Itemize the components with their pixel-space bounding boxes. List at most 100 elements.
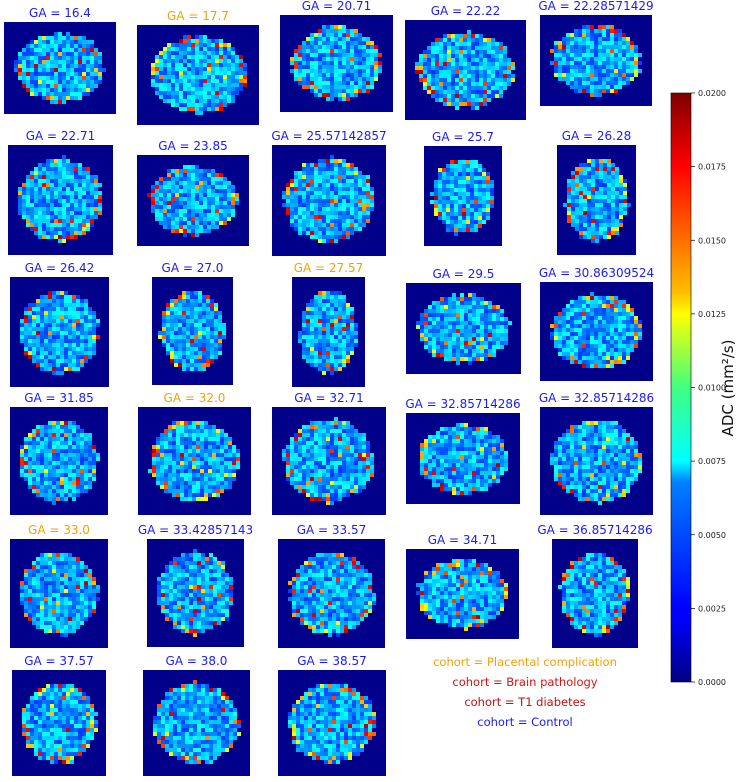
tissue-pixels: [420, 423, 508, 495]
colorbar-tick-label: 0.0100: [698, 384, 726, 393]
tissue-pixels: [550, 421, 642, 505]
colorbar-label: ADC (mm²/s): [719, 340, 737, 437]
adc-map-panel: GA = 23.85: [137, 139, 249, 246]
tissue-pixels: [288, 553, 376, 637]
panel-title: GA = 25.7: [432, 130, 494, 144]
tissue-pixels: [558, 553, 630, 637]
panel-title: GA = 27.57: [294, 261, 364, 275]
colorbar-tick-label: 0.0200: [698, 89, 726, 98]
adc-map-panel: GA = 26.28: [557, 129, 636, 255]
panel-title: GA = 32.85714286: [405, 397, 520, 411]
panel-title: GA = 31.85: [24, 391, 94, 405]
tissue-pixels: [148, 421, 240, 501]
legend-entry: cohort = Brain pathology: [452, 675, 597, 689]
panel-title: GA = 34.71: [428, 533, 498, 547]
adc-map-panel: GA = 17.7: [137, 9, 259, 125]
adc-map-panel: GA = 38.0: [143, 654, 250, 776]
panel-title: GA = 26.28: [562, 129, 632, 143]
tissue-pixels: [282, 417, 374, 505]
panel-title: GA = 25.57142857: [271, 129, 386, 143]
adc-map-panel: GA = 25.7: [424, 130, 502, 246]
legend-entry: cohort = T1 diabetes: [464, 695, 585, 709]
adc-map-panel: GA = 27.57: [292, 261, 365, 387]
colorbar-tick-label: 0.0025: [698, 604, 726, 613]
panel-title: GA = 27.0: [162, 261, 224, 275]
panel-title: GA = 32.85714286: [539, 391, 654, 405]
adc-map-panel: GA = 38.57: [278, 654, 386, 776]
panel-title: GA = 22.28571429: [538, 0, 653, 13]
adc-map-panel: GA = 33.42857143: [138, 523, 253, 647]
colorbar-tick-label: 0.0000: [698, 678, 726, 687]
tissue-pixels: [298, 291, 358, 375]
adc-map-panel: GA = 22.71: [8, 129, 113, 255]
tissue-pixels: [288, 684, 376, 764]
tissue-pixels: [290, 25, 382, 101]
adc-map-panel: GA = 22.22: [405, 4, 526, 120]
adc-map-panel: GA = 33.57: [278, 523, 385, 648]
adc-map-panel: GA = 32.85714286: [405, 397, 521, 504]
tissue-pixels: [157, 549, 233, 637]
colorbar-tick-label: 0.0175: [698, 163, 726, 172]
panel-title: GA = 30.86309524: [539, 266, 654, 280]
tissue-pixels: [550, 25, 642, 97]
panel-title: GA = 33.42857143: [138, 523, 253, 537]
panel-title: GA = 37.57: [24, 654, 94, 668]
tissue-pixels: [158, 291, 226, 371]
adc-map-panel: GA = 30.86309524: [539, 266, 654, 381]
tissue-pixels: [282, 155, 374, 243]
panel-title: GA = 29.5: [433, 267, 495, 281]
tissue-pixels: [20, 553, 100, 637]
panel-title: GA = 26.42: [25, 261, 95, 275]
legend-entry: cohort = Control: [477, 715, 572, 729]
panel-title: GA = 38.57: [297, 654, 367, 668]
colorbar-tick-label: 0.0075: [698, 457, 726, 466]
tissue-pixels: [147, 165, 239, 237]
panel-title: GA = 22.22: [431, 4, 501, 18]
adc-map-panel: GA = 34.71: [406, 533, 519, 639]
tissue-pixels: [153, 680, 241, 764]
colorbar-bar: [670, 92, 692, 683]
panel-title: GA = 32.71: [294, 391, 364, 405]
adc-map-panel: GA = 36.85714286: [537, 523, 653, 648]
panel-title: GA = 20.71: [302, 0, 372, 13]
tissue-pixels: [416, 293, 512, 365]
panel-grid: GA = 16.4 GA = 17.7 GA = 20.71 GA = 22.22 GA…: [4, 0, 654, 776]
tissue-pixels: [22, 684, 98, 764]
adc-map-panel: GA = 32.85714286: [539, 391, 654, 515]
colorbar-tick-label: 0.0125: [698, 310, 726, 319]
tissue-pixels: [550, 292, 642, 368]
adc-map-panel: GA = 22.28571429: [538, 0, 654, 106]
colorbar-tick-label: 0.0150: [698, 236, 726, 245]
adc-map-panel: GA = 32.71: [272, 391, 386, 515]
tissue-pixels: [18, 155, 102, 243]
adc-map-panel: GA = 33.0: [10, 523, 108, 648]
colorbar-ticks: 0.0000 0.0025 0.0050 0.0075 0.0100 0.0125 0.01…: [691, 89, 726, 687]
panel-title: GA = 23.85: [158, 139, 228, 153]
adc-map-panel: GA = 26.42: [10, 261, 109, 387]
adc-map-panel: GA = 25.57142857: [271, 129, 387, 256]
adc-map-panel: GA = 27.0: [152, 261, 233, 385]
tissue-pixels: [20, 421, 100, 505]
colorbar-tick-label: 0.0050: [698, 531, 726, 540]
panel-title: GA = 33.57: [297, 523, 367, 537]
panel-title: GA = 33.0: [28, 523, 90, 537]
legend-entry: cohort = Placental complication: [433, 655, 617, 669]
adc-map-panel: GA = 29.5: [406, 267, 521, 374]
panel-title: GA = 17.7: [167, 9, 229, 23]
tissue-pixels: [415, 30, 515, 110]
tissue-pixels: [14, 32, 106, 104]
adc-map-panel: GA = 16.4: [4, 6, 116, 114]
tissue-pixels: [563, 159, 631, 243]
panel-title: GA = 36.85714286: [537, 523, 652, 537]
colorbar: 0.0000 0.0025 0.0050 0.0075 0.0100 0.0125 0.01…: [670, 89, 737, 687]
adc-map-panel: GA = 37.57: [12, 654, 106, 776]
panel-title: GA = 22.71: [26, 129, 96, 143]
tissue-pixels: [20, 291, 100, 375]
adc-map-panel: GA = 32.0: [138, 391, 251, 515]
tissue-pixels: [430, 160, 494, 236]
tissue-pixels: [151, 35, 247, 115]
panel-title: GA = 16.4: [29, 6, 91, 20]
cohort-legend: cohort = Placental complication cohort = …: [433, 655, 617, 729]
adc-map-panel: GA = 31.85: [10, 391, 108, 515]
